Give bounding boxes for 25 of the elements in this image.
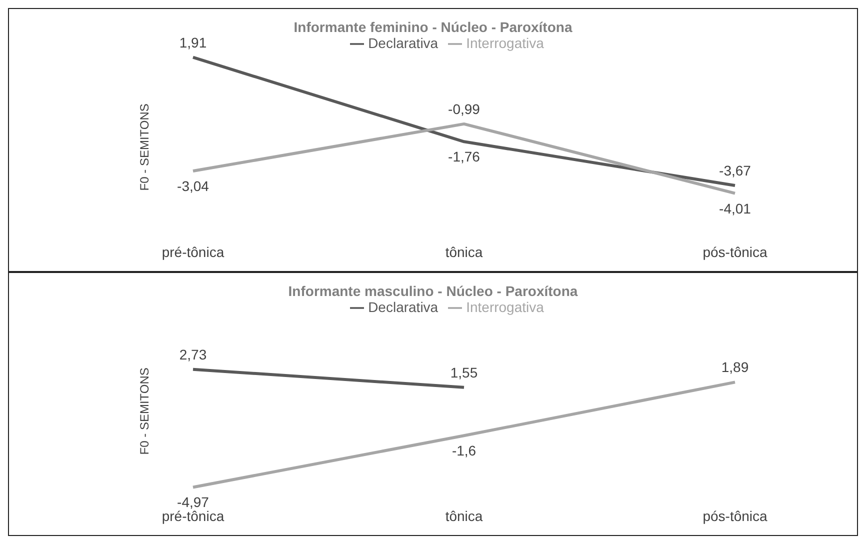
data-label: -3,04 bbox=[177, 178, 210, 194]
legend-label: Declarativa bbox=[368, 35, 438, 51]
chart-title: Informante feminino - Núcleo - Paroxítona bbox=[292, 19, 574, 35]
data-label: -1,6 bbox=[452, 442, 476, 459]
x-tick-label: pós-tônica bbox=[702, 244, 768, 260]
data-label: 1,55 bbox=[450, 364, 478, 380]
data-label: -3,67 bbox=[719, 162, 752, 178]
x-tick-label: pré-tônica bbox=[162, 244, 224, 260]
data-label: -4,97 bbox=[177, 494, 210, 510]
legend-label: Interrogativa bbox=[466, 299, 544, 315]
legend-label: Declarativa bbox=[368, 299, 438, 315]
legend-label: Interrogativa bbox=[466, 35, 544, 51]
y-axis-title: F0 - SEMITONS bbox=[137, 104, 152, 191]
x-tick-label: tônica bbox=[445, 508, 483, 524]
chart-title: Informante masculino - Núcleo - Paroxítona bbox=[287, 283, 579, 299]
data-label: 1,91 bbox=[179, 34, 207, 50]
x-tick-label: pré-tônica bbox=[162, 508, 224, 524]
data-label: -0,99 bbox=[448, 100, 480, 117]
data-label: 2,73 bbox=[179, 346, 207, 362]
y-axis-title: F0 - SEMITONS bbox=[137, 368, 152, 455]
data-label: 1,89 bbox=[721, 359, 749, 376]
data-label: -4,01 bbox=[719, 200, 752, 216]
data-label: -1,76 bbox=[448, 148, 480, 165]
x-tick-label: tônica bbox=[445, 244, 483, 260]
x-tick-label: pós-tônica bbox=[702, 508, 768, 524]
